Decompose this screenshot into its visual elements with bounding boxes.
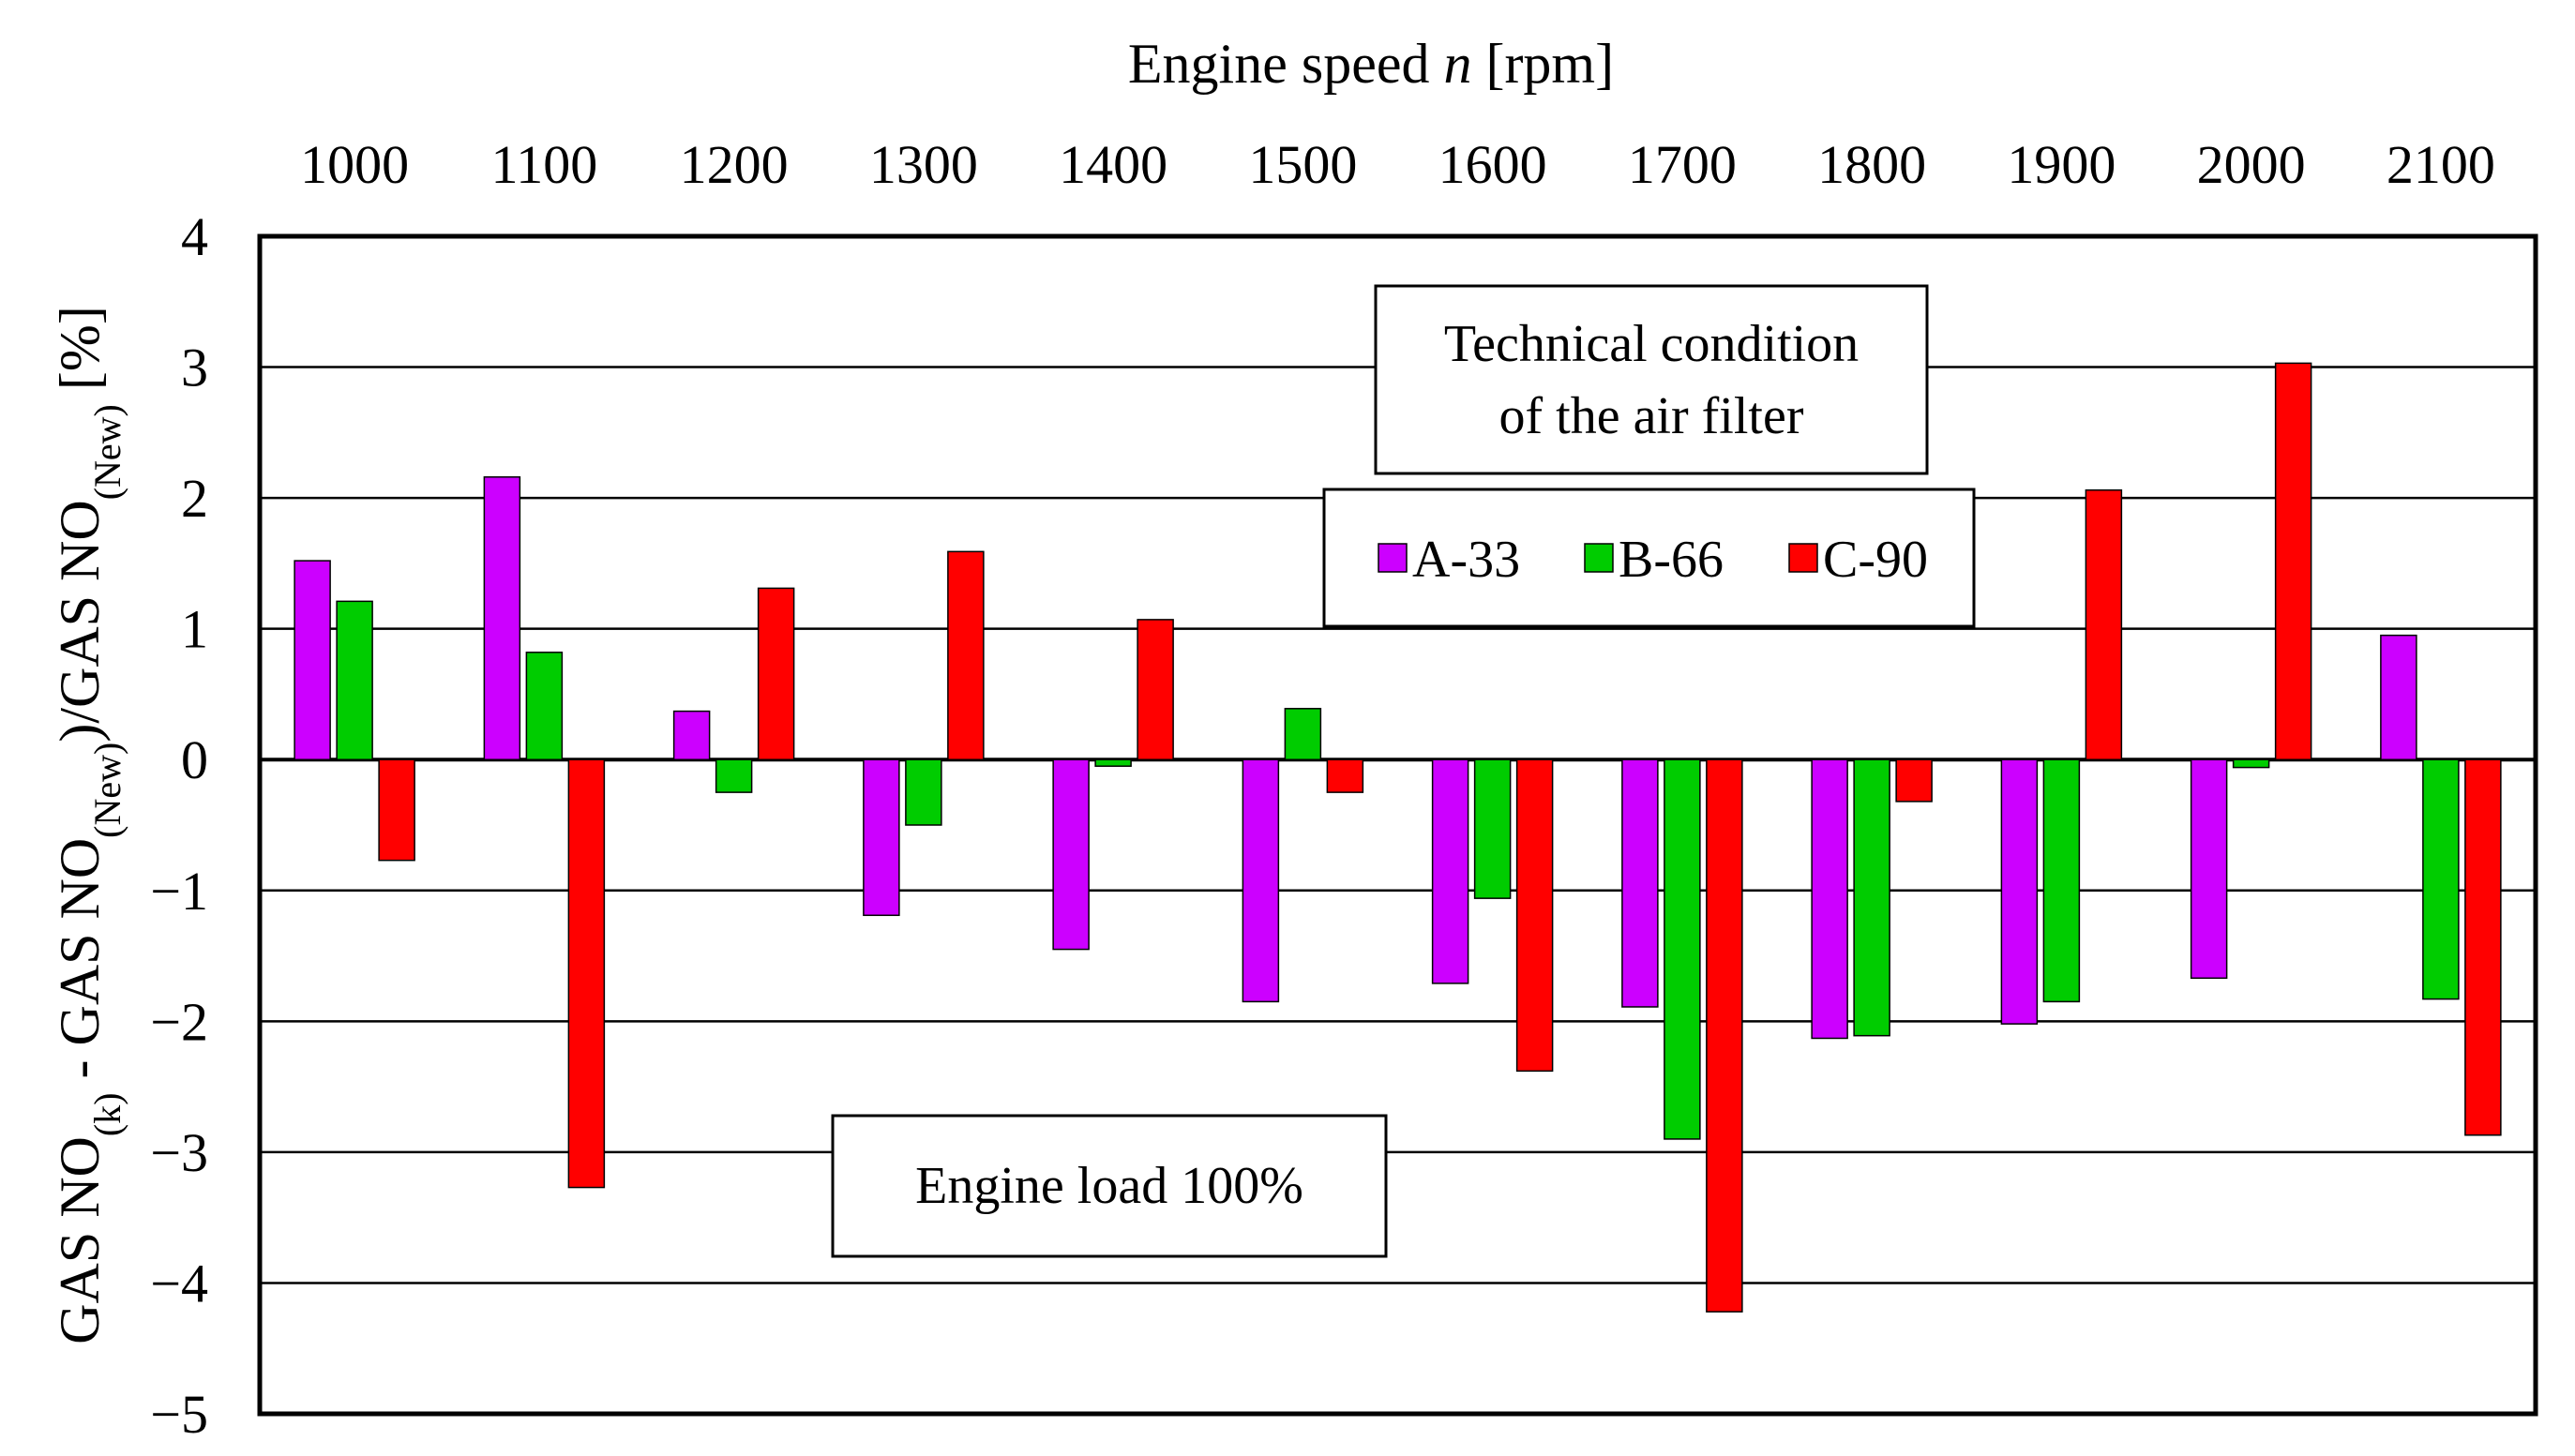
y-tick-label: −3 [150, 1122, 208, 1183]
bar-b-66-1900 [2042, 758, 2081, 1003]
x-tick-label: 1900 [2007, 134, 2116, 195]
y-tick-label: −2 [150, 991, 208, 1052]
y-tick-label: −1 [150, 861, 208, 922]
bar-c-90-1700 [1706, 758, 1743, 1313]
y-axis-label: GAS NO(k) - GAS NO(New))/GAS NO(New) [%] [49, 306, 128, 1344]
y-tick-label: 0 [181, 729, 208, 790]
legend-title-line2: of the air filter [1499, 387, 1804, 445]
x-tick-labels: 1000 1100 1200 1300 1400 1500 1600 1700 1800 1900… [300, 134, 2495, 195]
bar-b-66-1400 [1094, 758, 1132, 767]
x-tick-label: 1200 [680, 134, 789, 195]
legend-swatch-c-90 [1788, 543, 1818, 573]
bar-c-90-2100 [2464, 758, 2502, 1136]
bar-c-90-1300 [947, 550, 985, 760]
bar-b-66-1300 [905, 758, 942, 826]
annotation-text: Engine load 100% [915, 1157, 1303, 1215]
x-tick-label: 1800 [1817, 134, 1926, 195]
y-tick-label: −4 [150, 1253, 208, 1313]
bar-a-33-1100 [483, 476, 521, 760]
x-tick-label: 1300 [869, 134, 978, 195]
y-tick-label: 4 [181, 206, 208, 267]
bar-a-33-1900 [2000, 758, 2039, 1025]
bar-a-33-1300 [863, 758, 900, 917]
bar-c-90-1000 [378, 758, 415, 862]
legend-title-frame [1374, 284, 1929, 475]
legend-swatch-a-33 [1378, 543, 1408, 573]
y-tick-label: 2 [181, 468, 208, 529]
x-tick-label: 2100 [2387, 134, 2495, 195]
legend-title-box: Technical condition of the air filter [1374, 284, 1929, 475]
bar-b-66-1000 [336, 600, 373, 760]
legend-frame [1322, 488, 1976, 628]
bar-c-90-1600 [1515, 758, 1554, 1073]
legend: A-33 B-66 C-90 [1322, 488, 1976, 628]
bars-group [294, 362, 2502, 1313]
bar-b-66-1800 [1853, 758, 1890, 1037]
bar-b-66-1600 [1473, 758, 1512, 899]
legend-title-line1: Technical condition [1444, 315, 1859, 373]
x-tick-label: 1100 [490, 134, 597, 195]
y-tick-labels: 4 3 2 1 0 −1 −2 −3 −4 −5 [150, 206, 208, 1445]
annotation-frame [831, 1114, 1388, 1258]
legend-label-c-90: C-90 [1823, 531, 1928, 589]
bar-b-66-1100 [525, 652, 564, 760]
bar-a-33-1600 [1431, 758, 1469, 984]
bar-b-66-2100 [2422, 758, 2460, 1000]
bar-b-66-1500 [1284, 708, 1322, 760]
x-tick-label: 1700 [1628, 134, 1737, 195]
legend-swatch-b-66 [1584, 543, 1614, 573]
bar-c-90-2000 [2274, 362, 2312, 760]
bar-a-33-1700 [1621, 758, 1659, 1008]
legend-label-b-66: B-66 [1619, 531, 1724, 589]
bar-a-33-1800 [1811, 758, 1848, 1040]
bar-c-90-1800 [1895, 758, 1933, 803]
plot-frame [257, 233, 2538, 1417]
y-tick-label: 3 [181, 338, 208, 398]
bar-a-33-1400 [1052, 758, 1090, 951]
bar-b-66-1700 [1664, 758, 1701, 1140]
y-tick-label: 1 [181, 599, 208, 660]
bar-c-90-1400 [1137, 619, 1174, 760]
chart-title: Engine speed n [rpm] [1128, 33, 1614, 95]
bar-c-90-1200 [757, 587, 795, 760]
bar-b-66-1200 [715, 758, 753, 793]
y-tick-label: −5 [150, 1384, 208, 1445]
bar-c-90-1900 [2085, 488, 2123, 760]
x-tick-label: 2000 [2197, 134, 2306, 195]
bar-a-33-1200 [672, 710, 711, 760]
x-tick-label: 1500 [1248, 134, 1357, 195]
bar-c-90-1100 [567, 758, 606, 1189]
annotation-box: Engine load 100% [831, 1114, 1388, 1258]
x-tick-label: 1400 [1059, 134, 1167, 195]
legend-label-a-33: A-33 [1412, 531, 1520, 589]
x-tick-label: 1600 [1438, 134, 1547, 195]
bar-b-66-2000 [2232, 758, 2270, 769]
bar-c-90-1500 [1326, 758, 1364, 793]
x-tick-label: 1000 [300, 134, 409, 195]
bar-a-33-2100 [2380, 634, 2417, 760]
bar-a-33-1000 [294, 560, 331, 760]
bar-a-33-2000 [2190, 758, 2228, 980]
bar-a-33-1500 [1242, 758, 1280, 1003]
